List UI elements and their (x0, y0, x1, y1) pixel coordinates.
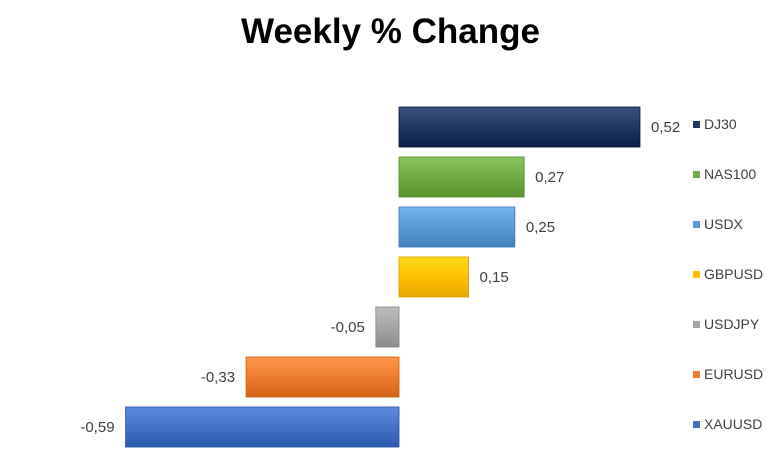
legend-label-eurusd: EURUSD (704, 366, 763, 382)
data-label-gbpusd: 0,15 (480, 269, 509, 286)
data-labels-group: 0,52 0,27 0,25 0,15 -0,05 -0,33 -0,59 (80, 119, 680, 436)
data-label-usdx: 0,25 (526, 219, 555, 236)
data-label-xauusd: -0,59 (80, 419, 114, 436)
legend-swatch-eurusd (693, 371, 700, 378)
legend: DJ30 NAS100 USDX GBPUSD USDJPY EURUSD XAUUSD (693, 116, 763, 432)
bar-usdx (398, 206, 516, 248)
legend-swatch-gbpusd (693, 271, 700, 278)
chart-title: Weekly % Change (241, 12, 540, 51)
legend-swatch-dj30 (693, 121, 700, 128)
legend-label-gbpusd: GBPUSD (704, 266, 763, 282)
legend-label-xauusd: XAUUSD (704, 416, 762, 432)
bar-gbpusd (398, 256, 469, 298)
data-label-dj30: 0,52 (651, 119, 680, 136)
data-label-nas100: 0,27 (535, 169, 564, 186)
legend-swatch-nas100 (693, 171, 700, 178)
legend-label-nas100: NAS100 (704, 166, 756, 182)
bar-xauusd (125, 406, 400, 448)
legend-swatch-xauusd (693, 421, 700, 428)
bar-eurusd (245, 356, 400, 398)
bars-group (125, 106, 641, 448)
bar-dj30 (398, 106, 641, 148)
legend-label-usdjpy: USDJPY (704, 316, 760, 332)
bar-usdjpy (375, 306, 400, 348)
legend-swatch-usdjpy (693, 321, 700, 328)
legend-label-dj30: DJ30 (704, 116, 737, 132)
data-label-usdjpy: -0,05 (331, 319, 365, 336)
bar-nas100 (398, 156, 525, 198)
legend-swatch-usdx (693, 221, 700, 228)
data-label-eurusd: -0,33 (201, 369, 235, 386)
legend-label-usdx: USDX (704, 216, 744, 232)
